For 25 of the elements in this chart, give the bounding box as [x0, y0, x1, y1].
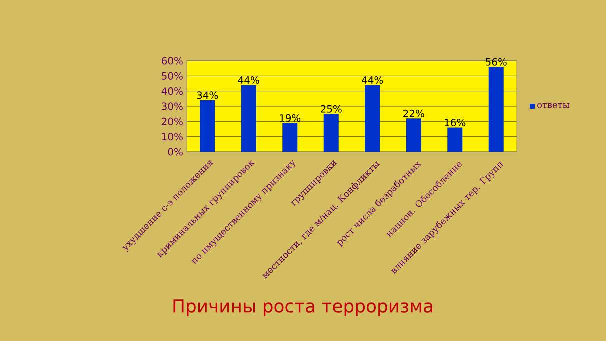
y-tick-label: 40% [162, 88, 183, 96]
text: 19% [280, 114, 301, 122]
bar [200, 100, 216, 152]
y-tick-label: 30% [162, 102, 183, 110]
text: 34% [197, 92, 218, 100]
bar [488, 67, 504, 152]
text: 44% [362, 76, 384, 84]
bar [241, 85, 256, 152]
y-tick-label: 20% [162, 118, 183, 126]
bar [406, 118, 422, 152]
bar [448, 128, 463, 152]
bar [282, 123, 298, 152]
y-tick-label: 0% [168, 148, 183, 156]
bar [324, 114, 339, 152]
text: 56% [486, 58, 507, 66]
y-tick-label: 50% [162, 72, 183, 80]
legend-label: ответы [538, 103, 570, 108]
text: 16% [445, 118, 466, 127]
y-tick-label: 10% [162, 133, 183, 141]
text: 44% [238, 76, 260, 84]
text: 25% [321, 105, 342, 113]
y-tick-label: 60% [162, 57, 183, 65]
bar [365, 85, 380, 152]
text: Причины роста терроризма [174, 300, 432, 316]
text: 22% [404, 110, 424, 118]
